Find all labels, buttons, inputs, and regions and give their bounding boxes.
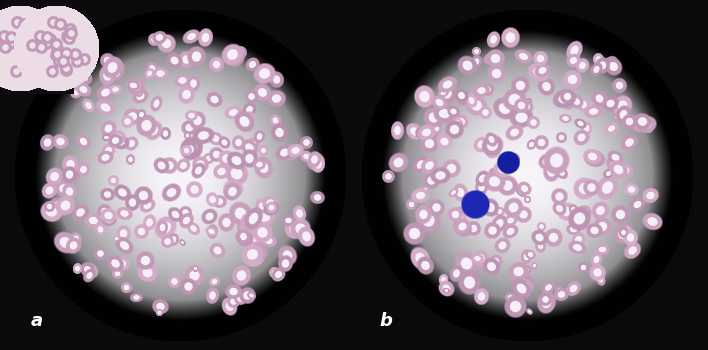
Text: a: a (30, 312, 42, 330)
Text: b: b (379, 312, 392, 330)
